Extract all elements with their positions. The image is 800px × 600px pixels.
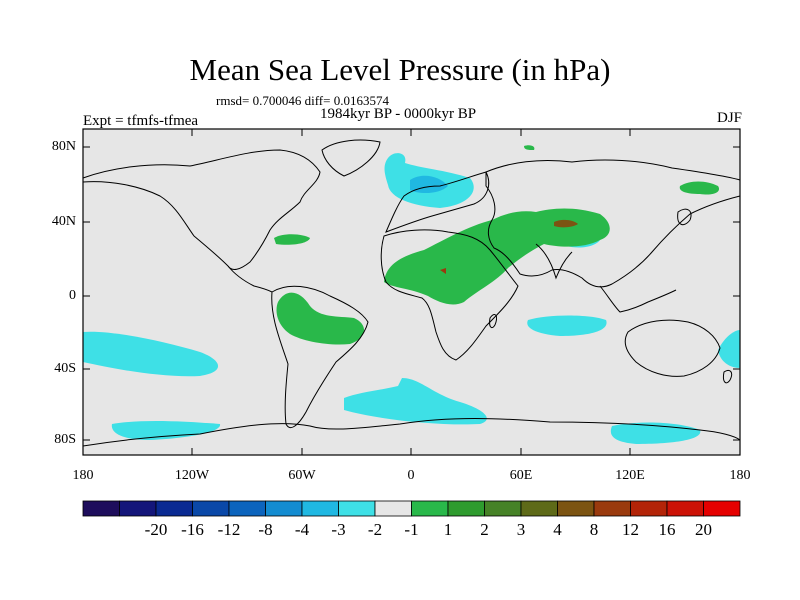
colorbar-label-10: 3 — [516, 520, 526, 539]
lon-label-180e: 180 — [729, 468, 751, 483]
colorbar-box-4 — [228, 500, 266, 517]
colorbar-label-6: -2 — [367, 520, 383, 539]
colorbar-box-3 — [192, 500, 230, 517]
colorbar-label-15: 20 — [695, 520, 712, 539]
positive-anomaly-sahara-dot — [440, 268, 446, 274]
colorbar-label-12: 8 — [589, 520, 599, 539]
negative-anomaly-south-atlantic — [344, 378, 487, 425]
colorbar-box-6 — [301, 500, 339, 517]
lon-label-60w: 60W — [288, 468, 316, 483]
colorbar-label-4: -4 — [294, 520, 310, 539]
coastline-central-america — [227, 265, 273, 293]
colorbar-label-14: 16 — [658, 520, 676, 539]
colorbar-label-13: 12 — [622, 520, 639, 539]
coastline-india — [535, 243, 573, 280]
negative-anomaly-antarctic-west — [111, 421, 221, 440]
coastline-south-america — [271, 285, 369, 428]
negative-anomaly-south-indian — [527, 315, 607, 336]
lat-label-80n: 80N — [51, 139, 76, 154]
lon-label-180w: 180 — [72, 468, 94, 483]
colorbar-label-9: 2 — [480, 520, 489, 539]
colorbar-box-11 — [484, 500, 522, 517]
period-label: 1984kyr BP - 0000kyr BP — [320, 106, 477, 122]
positive-anomaly-iran-core — [554, 219, 578, 228]
colorbar-label-0: -20 — [144, 520, 168, 539]
negative-anomaly-east-australia — [718, 330, 740, 368]
coastlines — [82, 139, 741, 447]
positive-anomaly-northeast-asia — [679, 181, 720, 195]
positive-anomaly-greenland-dot — [524, 145, 535, 150]
lat-label-40s: 40S — [54, 361, 76, 376]
map-title: Mean Sea Level Pressure (in hPa) — [189, 52, 611, 87]
colorbar-box-1 — [119, 500, 157, 517]
colorbar-label-3: -8 — [258, 520, 273, 539]
colorbar-box-13 — [557, 500, 595, 517]
positive-anomaly-atlantic-us — [274, 234, 310, 245]
coastline-africa — [380, 229, 519, 361]
colorbar-label-11: 4 — [553, 520, 562, 539]
colorbar-label-1: -16 — [181, 520, 204, 539]
coastline-madagascar — [489, 314, 497, 328]
colorbar-box-2 — [155, 500, 193, 517]
positive-anomaly-amazon — [276, 292, 365, 345]
colorbar-box-16 — [666, 500, 704, 517]
colorbar-box-0 — [82, 500, 120, 517]
experiment-label: Expt = tfmfs-tfmea — [83, 113, 199, 129]
coastline-japan — [677, 208, 692, 226]
lon-label-0: 0 — [407, 468, 415, 483]
colorbar-label-5: -3 — [331, 520, 346, 539]
colorbar-box-10 — [447, 500, 485, 517]
lon-label-60e: 60E — [509, 468, 533, 483]
coastline-asia — [485, 159, 741, 288]
coastline-australia — [624, 319, 721, 377]
lat-label-0: 0 — [69, 288, 76, 303]
colorbar-box-9 — [411, 500, 449, 517]
colorbar-label-8: 1 — [443, 520, 453, 539]
colorbar-box-5 — [265, 500, 303, 517]
colorbar-label-7: -1 — [404, 520, 419, 539]
lon-label-120w: 120W — [174, 468, 210, 483]
coastline-southeast-asia — [599, 285, 677, 313]
colorbar-box-15 — [630, 500, 668, 517]
colorbar-box-17 — [703, 500, 741, 517]
statistics-text: rmsd= 0.700046 diff= 0.0163574 — [216, 93, 389, 108]
coastline-north-america — [82, 149, 321, 270]
lat-label-40n: 40N — [51, 214, 76, 229]
colorbar-box-12 — [520, 500, 558, 517]
latitude-ticks — [83, 146, 740, 441]
coastline-greenland — [321, 139, 381, 177]
negative-anomaly-south-pacific — [83, 331, 219, 377]
lon-label-120e: 120E — [615, 468, 645, 483]
coastline-new-zealand — [723, 369, 733, 384]
colorbar-box-14 — [593, 500, 631, 517]
lat-label-80s: 80S — [54, 432, 76, 447]
positive-anomaly-sahara-arabia — [384, 208, 610, 305]
longitude-ticks — [191, 129, 631, 455]
season-label: DJF — [716, 110, 742, 126]
colorbar-box-8 — [374, 500, 412, 517]
colorbar-label-2: -12 — [217, 520, 241, 539]
colorbar-box-7 — [338, 500, 376, 517]
coastline-antarctica — [82, 418, 741, 447]
colorbar — [82, 500, 741, 517]
